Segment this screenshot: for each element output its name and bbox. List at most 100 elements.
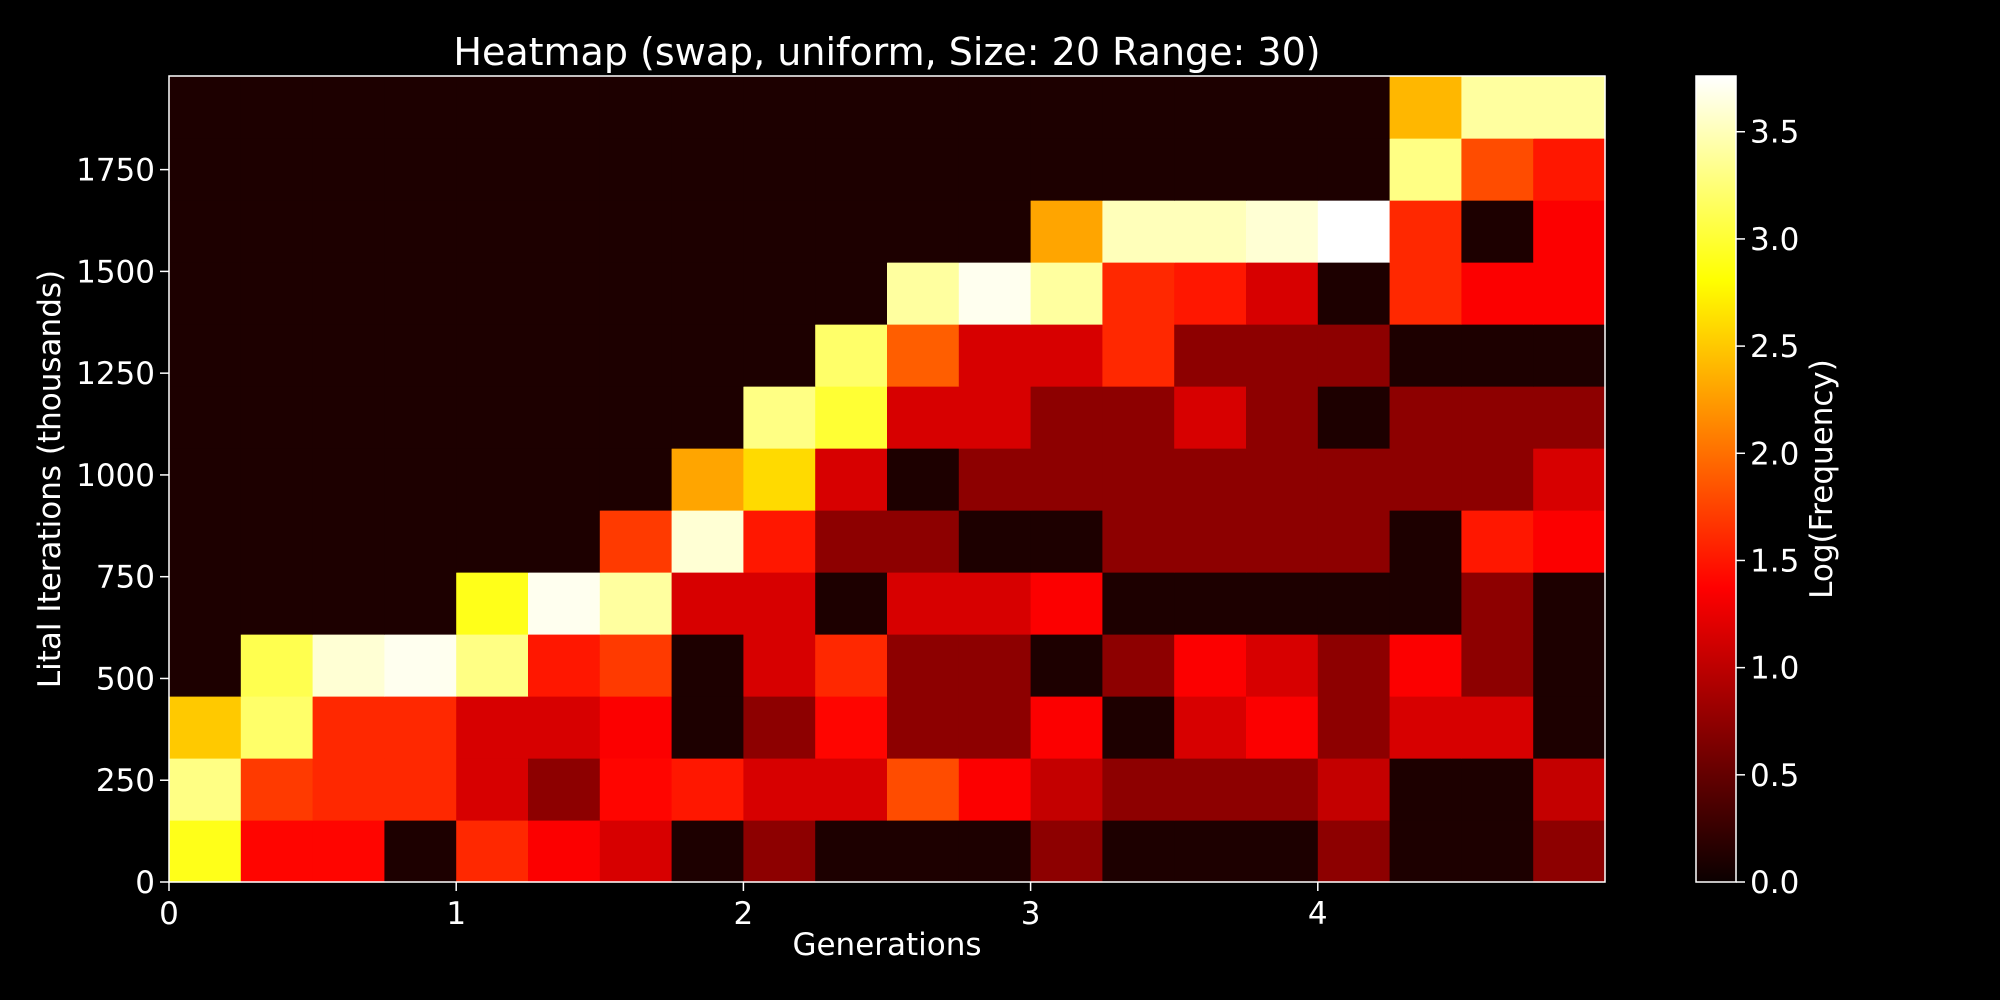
heatmap-cell — [1389, 386, 1462, 449]
heatmap-cell — [1030, 76, 1103, 139]
heatmap-cell — [169, 758, 242, 821]
heatmap-cell — [312, 386, 385, 449]
heatmap-cell — [384, 572, 457, 635]
heatmap-cell — [528, 572, 601, 635]
heatmap-cell — [528, 138, 601, 201]
heatmap-cell — [1317, 510, 1391, 573]
heatmap-cell — [1461, 510, 1534, 573]
heatmap-cell — [169, 448, 242, 511]
heatmap-cell — [384, 262, 457, 325]
chart-title: Heatmap (swap, uniform, Size: 20 Range: … — [453, 30, 1320, 74]
heatmap-cell — [240, 324, 314, 387]
heatmap-cell — [384, 510, 457, 573]
x-tick-label: 1 — [446, 896, 466, 932]
heatmap-cell — [1389, 262, 1462, 325]
heatmap-cell — [169, 820, 242, 883]
heatmap-cell — [887, 572, 960, 635]
heatmap-cell — [815, 448, 888, 511]
heatmap-cell — [1174, 510, 1247, 573]
heatmap-cell — [240, 634, 314, 697]
heatmap-cell — [528, 634, 601, 697]
heatmap-cell — [312, 448, 385, 511]
heatmap-cell — [1102, 758, 1175, 821]
heatmap-cell — [456, 696, 529, 759]
heatmap-cell — [671, 262, 744, 325]
heatmap-cells — [169, 76, 1606, 883]
heatmap-cell — [1246, 696, 1319, 759]
heatmap-cell — [1246, 634, 1319, 697]
heatmap-cell — [671, 200, 744, 263]
heatmap-cell — [1461, 76, 1534, 139]
heatmap-cell — [384, 448, 457, 511]
heatmap-cell — [240, 262, 314, 325]
heatmap-cell — [958, 696, 1032, 759]
heatmap-cell — [1533, 758, 1606, 821]
heatmap-cell — [815, 572, 888, 635]
heatmap-cell — [1174, 696, 1247, 759]
heatmap-cell — [815, 76, 888, 139]
heatmap-cell — [743, 634, 816, 697]
heatmap-cell — [1030, 634, 1103, 697]
heatmap-cell — [887, 324, 960, 387]
heatmap-cell — [743, 572, 816, 635]
heatmap-cell — [1102, 386, 1175, 449]
heatmap-cell — [312, 696, 385, 759]
heatmap-cell — [169, 386, 242, 449]
x-axis: 0 1 2 3 4 — [159, 882, 1328, 932]
heatmap-cell — [958, 324, 1032, 387]
heatmap-cell — [456, 324, 529, 387]
heatmap-cell — [169, 324, 242, 387]
heatmap-cell — [456, 758, 529, 821]
heatmap-cell — [743, 76, 816, 139]
heatmap-cell — [312, 634, 385, 697]
heatmap-cell — [1102, 510, 1175, 573]
heatmap-cell — [1389, 510, 1462, 573]
heatmap-cell — [743, 324, 816, 387]
heatmap-cell — [240, 572, 314, 635]
heatmap-cell — [1246, 820, 1319, 883]
heatmap-cell — [1461, 324, 1534, 387]
y-tick-label: 0 — [135, 865, 155, 901]
heatmap-cell — [958, 386, 1032, 449]
y-tick-label: 500 — [96, 661, 155, 697]
heatmap-cell — [1389, 200, 1462, 263]
colorbar-tick-label: 2.0 — [1750, 436, 1799, 472]
heatmap-cell — [1533, 200, 1606, 263]
heatmap-cell — [1246, 758, 1319, 821]
heatmap-cell — [1317, 76, 1391, 139]
heatmap-cell — [384, 138, 457, 201]
heatmap-cell — [1317, 324, 1391, 387]
heatmap-cell — [1389, 138, 1462, 201]
heatmap-cell — [1102, 262, 1175, 325]
heatmap-cell — [887, 510, 960, 573]
heatmap-cell — [599, 200, 673, 263]
heatmap-cell — [1533, 138, 1606, 201]
heatmap-cell — [958, 76, 1032, 139]
heatmap-cell — [599, 696, 673, 759]
heatmap-cell — [312, 76, 385, 139]
heatmap-cell — [815, 510, 888, 573]
heatmap-cell — [1030, 510, 1103, 573]
heatmap-cell — [1030, 696, 1103, 759]
heatmap-cell — [1246, 324, 1319, 387]
heatmap-cell — [240, 758, 314, 821]
heatmap-cell — [384, 820, 457, 883]
heatmap-cell — [456, 200, 529, 263]
heatmap-cell — [743, 696, 816, 759]
heatmap-cell — [599, 448, 673, 511]
heatmap-cell — [169, 572, 242, 635]
heatmap-cell — [1174, 820, 1247, 883]
heatmap-cell — [1174, 262, 1247, 325]
heatmap-cell — [1030, 324, 1103, 387]
heatmap-cell — [1030, 758, 1103, 821]
heatmap-cell — [240, 696, 314, 759]
heatmap-cell — [456, 262, 529, 325]
heatmap-cell — [456, 138, 529, 201]
heatmap-cell — [1174, 572, 1247, 635]
heatmap-cell — [743, 138, 816, 201]
heatmap-cell — [240, 200, 314, 263]
heatmap-cell — [169, 138, 242, 201]
heatmap-cell — [958, 138, 1032, 201]
heatmap-cell — [1030, 820, 1103, 883]
heatmap-cell — [958, 634, 1032, 697]
